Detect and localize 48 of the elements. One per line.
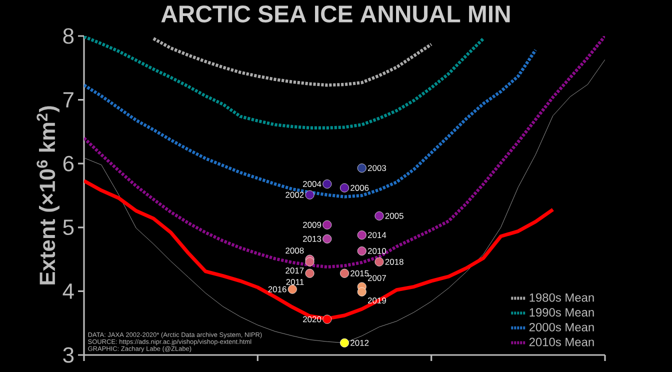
point xyxy=(340,338,349,348)
legend-label: 2010s Mean xyxy=(529,338,594,346)
y-tick-label: 6 xyxy=(63,156,74,172)
annotation: 2014 xyxy=(368,232,386,238)
point xyxy=(322,314,332,324)
annotation: 2015 xyxy=(350,270,369,276)
point xyxy=(322,234,332,244)
point xyxy=(340,268,349,278)
legend-label: 1990s Mean xyxy=(530,308,594,317)
annotation: 2008 xyxy=(286,248,304,254)
annotation: 2012 xyxy=(350,340,369,346)
annotation: 2017 xyxy=(286,268,304,274)
point xyxy=(305,268,314,278)
annotation: 2006 xyxy=(350,184,369,191)
annotation: 2013 xyxy=(303,236,322,242)
y-tick-label: 8 xyxy=(63,28,74,44)
line-series xyxy=(152,36,433,87)
y-tick-label: 3 xyxy=(63,347,74,363)
point xyxy=(340,183,349,192)
point xyxy=(305,257,314,266)
annotation: 2020 xyxy=(303,316,322,322)
point xyxy=(357,287,366,296)
annotation: 2007 xyxy=(368,275,386,282)
y-tick-label: 7 xyxy=(63,92,74,108)
y-tick-label: 4 xyxy=(62,284,74,299)
annotation: 2018 xyxy=(385,258,404,265)
y-tick-label: 5 xyxy=(63,220,74,236)
annotation: 2003 xyxy=(368,165,386,172)
point xyxy=(357,164,366,173)
annotation: 2004 xyxy=(303,181,322,188)
line-series xyxy=(84,36,486,130)
annotation: 2010 xyxy=(368,248,386,254)
annotation: 2002 xyxy=(286,192,304,198)
annotation: 2011 xyxy=(286,279,304,286)
annotation: 2005 xyxy=(385,212,404,219)
point xyxy=(357,230,366,240)
point xyxy=(374,257,384,266)
y-axis-title: Extent (×10$^{6}$ km$^{2}$) xyxy=(36,106,60,284)
legend-label: 2000s Mean xyxy=(529,322,594,332)
annotation: 2016 xyxy=(268,286,286,292)
point xyxy=(305,190,314,200)
annotation: 2009 xyxy=(303,222,322,228)
point xyxy=(357,246,366,256)
legend-label: 1980s Mean xyxy=(530,293,594,302)
chart-title: ARCTIC SEA ICE ANNUAL MIN xyxy=(161,6,510,22)
point xyxy=(374,211,384,220)
point xyxy=(322,220,332,230)
point xyxy=(322,180,332,188)
